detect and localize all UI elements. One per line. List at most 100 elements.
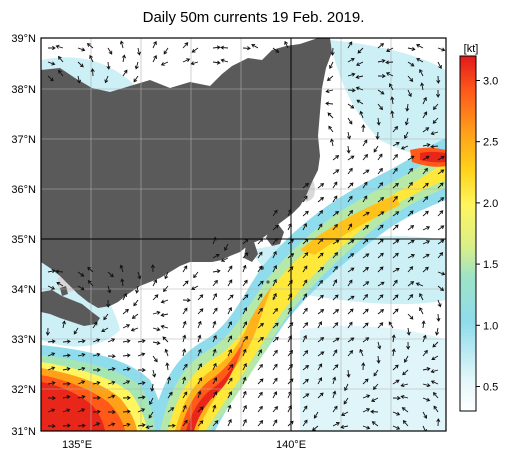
current-arrow [197,390,202,399]
current-arrow [392,364,399,371]
current-arrow [212,236,217,245]
current-arrow [152,310,161,315]
current-arrow [419,307,424,315]
current-arrow [317,252,324,259]
current-arrow [122,293,127,301]
current-arrow [362,425,371,430]
current-arrow [372,383,379,390]
land-sado [246,104,264,126]
current-arrow [362,238,369,245]
current-arrow [62,381,71,386]
current-arrow [197,308,204,315]
current-arrow [422,111,428,119]
current-arrow [257,280,264,287]
current-arrow [272,292,277,301]
current-arrow [437,210,444,217]
current-arrow [332,337,340,343]
current-arrow [122,367,131,372]
current-arrow [45,327,50,336]
current-arrow [347,167,353,175]
current-arrow [212,269,221,274]
current-arrow [137,423,146,428]
current-arrow [197,420,204,427]
current-arrow [119,40,124,49]
current-arrow [257,293,263,301]
current-arrow [163,285,169,293]
current-arrow [197,363,202,371]
current-arrow [432,341,439,348]
current-arrow [400,145,409,150]
current-arrow [133,75,139,83]
current-arrow [347,88,356,93]
current-arrow [193,271,199,279]
current-arrow [137,271,142,280]
current-arrow [362,322,369,329]
current-arrow [422,127,430,133]
current-arrow [317,337,325,343]
colorbar-tick-label: 1.0 [483,320,498,332]
current-arrow [107,285,112,294]
current-arrow [346,131,352,140]
current-arrow [325,89,334,94]
current-arrow [437,197,445,203]
current-arrow [182,320,187,329]
current-arrow [302,238,309,245]
current-arrow [377,281,385,287]
current-arrow [287,266,294,273]
current-arrow [62,408,71,413]
lat-label: 35°N [11,234,36,246]
colorbar-tick-label: 0.5 [483,382,498,394]
current-arrow [182,58,191,63]
current-arrow [407,254,415,259]
current-arrow [421,320,426,329]
current-arrow [107,271,114,278]
current-arrow [62,353,71,358]
current-arrow [197,294,204,301]
current-arrow [377,167,383,175]
current-arrow [317,309,325,315]
current-arrow [362,378,369,385]
current-arrow [224,243,229,251]
current-arrow [77,47,86,52]
current-arrow [362,181,368,189]
current-arrow [242,252,249,259]
current-arrow [317,377,323,385]
current-arrow [242,335,248,343]
land-shikoku [41,290,100,326]
current-arrow [92,395,101,400]
current-arrow [145,425,154,430]
current-arrow [122,380,131,385]
current-arrow [370,409,379,414]
current-arrow [135,285,140,294]
current-arrow [389,83,394,91]
current-arrow [212,45,221,50]
current-arrow [272,391,278,399]
current-arrow [362,153,369,161]
current-arrow [130,327,139,332]
current-arrow [272,377,278,385]
current-arrow [167,391,173,399]
current-arrow [404,131,409,139]
current-arrow [242,363,247,371]
current-arrow [346,145,351,154]
current-arrow [242,294,249,301]
current-arrow [332,195,338,203]
current-arrow [422,155,430,161]
current-arrow [152,294,159,301]
current-arrow [317,196,325,203]
current-arrow [373,369,379,377]
current-arrow [302,322,309,329]
current-arrow [332,279,338,287]
current-arrow [133,299,139,307]
current-arrow [272,209,278,217]
current-arrow [392,425,401,430]
current-arrow [287,349,294,357]
current-arrow [160,312,169,318]
colorbar-tick-label: 2.0 [483,198,498,210]
current-arrow [152,327,161,332]
current-arrow [182,419,188,427]
current-arrow [302,350,309,357]
current-arrow [107,47,113,55]
current-arrow [385,60,394,65]
